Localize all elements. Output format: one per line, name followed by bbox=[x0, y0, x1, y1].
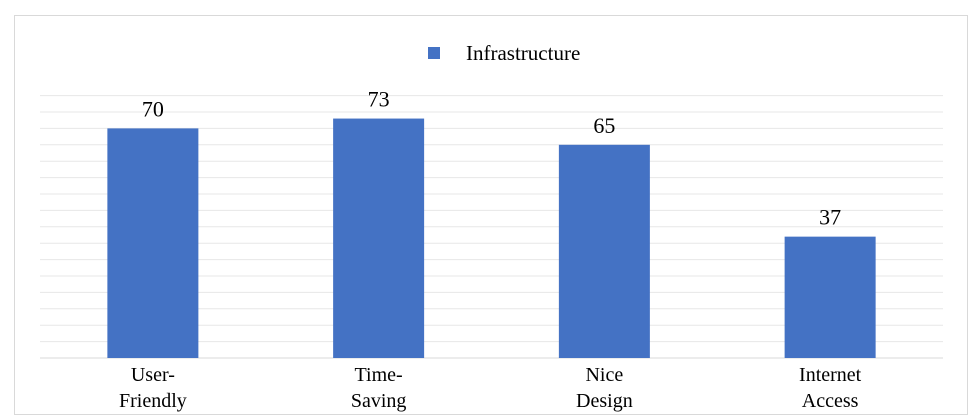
data-labels: 70 73 65 37 bbox=[142, 87, 841, 230]
data-label-2: 65 bbox=[593, 113, 615, 138]
bar-2 bbox=[558, 144, 650, 358]
x-tick-label-0: User-Friendly bbox=[119, 364, 187, 412]
x-tick-label-2: Nice Design bbox=[576, 364, 633, 412]
bar-0 bbox=[107, 128, 199, 358]
bars bbox=[107, 118, 876, 358]
x-tick-labels: User-Friendly Time-Saving Nice Design Intern… bbox=[119, 364, 862, 412]
legend-label-infrastructure: Infrastructure bbox=[466, 41, 580, 65]
data-label-3: 37 bbox=[819, 205, 841, 230]
bar-1 bbox=[333, 118, 425, 358]
x-tick-label-1: Time-Saving bbox=[351, 364, 407, 412]
data-label-0: 70 bbox=[142, 96, 164, 121]
x-tick-label-3: Internet Access bbox=[799, 364, 862, 412]
data-label-1: 73 bbox=[368, 87, 390, 112]
legend: Infrastructure bbox=[428, 41, 580, 65]
bar-3 bbox=[784, 236, 876, 358]
legend-swatch-infrastructure bbox=[428, 47, 440, 59]
